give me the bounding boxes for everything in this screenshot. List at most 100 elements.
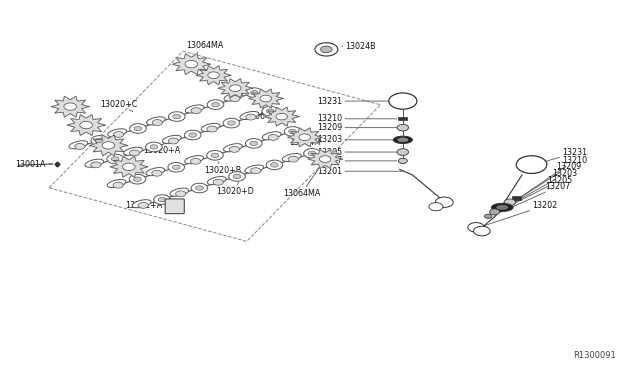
Text: 13064M: 13064M	[289, 137, 321, 147]
Circle shape	[172, 165, 180, 170]
Text: 13210: 13210	[522, 155, 588, 196]
Circle shape	[208, 72, 220, 78]
Circle shape	[207, 126, 217, 132]
Ellipse shape	[124, 147, 143, 155]
Circle shape	[134, 177, 141, 182]
Circle shape	[250, 141, 257, 145]
Ellipse shape	[207, 177, 226, 185]
Circle shape	[308, 151, 316, 155]
Bar	[512, 196, 521, 200]
Circle shape	[173, 114, 180, 119]
Polygon shape	[308, 150, 342, 169]
Text: 13020+A: 13020+A	[143, 141, 180, 155]
Circle shape	[490, 209, 500, 215]
Ellipse shape	[107, 180, 126, 187]
Circle shape	[75, 144, 85, 150]
Ellipse shape	[147, 117, 165, 125]
Polygon shape	[264, 107, 299, 126]
Circle shape	[146, 142, 162, 152]
Polygon shape	[51, 96, 89, 117]
Circle shape	[284, 126, 301, 136]
Text: 13203: 13203	[317, 135, 397, 144]
Text: 13001A: 13001A	[15, 160, 52, 169]
Circle shape	[113, 182, 123, 188]
Circle shape	[211, 153, 219, 157]
Circle shape	[207, 100, 224, 109]
Circle shape	[207, 151, 223, 160]
Ellipse shape	[262, 132, 281, 140]
Polygon shape	[172, 54, 210, 74]
Circle shape	[191, 108, 201, 113]
Circle shape	[130, 124, 147, 133]
Ellipse shape	[185, 105, 204, 113]
Text: 13203: 13203	[508, 169, 578, 206]
Ellipse shape	[240, 112, 259, 119]
Polygon shape	[90, 135, 127, 156]
Circle shape	[246, 139, 262, 148]
Circle shape	[152, 170, 162, 176]
Bar	[398, 117, 407, 120]
Circle shape	[289, 129, 296, 134]
Circle shape	[271, 163, 278, 167]
Circle shape	[168, 112, 185, 121]
Ellipse shape	[282, 154, 301, 161]
Text: 13231: 13231	[317, 97, 397, 106]
Ellipse shape	[185, 155, 204, 164]
Ellipse shape	[223, 144, 243, 152]
Circle shape	[266, 109, 274, 113]
Circle shape	[107, 154, 124, 164]
Circle shape	[246, 88, 262, 97]
Circle shape	[138, 202, 148, 208]
Circle shape	[276, 113, 287, 120]
Circle shape	[212, 102, 220, 107]
Ellipse shape	[69, 141, 88, 149]
Circle shape	[196, 186, 204, 190]
Circle shape	[321, 46, 332, 53]
Circle shape	[64, 103, 77, 110]
Text: 13205: 13205	[500, 176, 573, 211]
Circle shape	[129, 150, 140, 156]
Circle shape	[134, 126, 142, 131]
Circle shape	[250, 90, 258, 95]
Circle shape	[229, 147, 239, 152]
Text: 13064M: 13064M	[245, 101, 276, 121]
Circle shape	[184, 130, 201, 140]
Polygon shape	[287, 128, 322, 147]
Circle shape	[154, 195, 170, 204]
Circle shape	[315, 43, 338, 56]
Text: 13209: 13209	[317, 123, 397, 132]
Circle shape	[223, 118, 240, 128]
Ellipse shape	[394, 136, 412, 144]
Circle shape	[230, 85, 241, 92]
Circle shape	[111, 157, 119, 161]
Polygon shape	[248, 89, 283, 108]
Ellipse shape	[492, 203, 513, 211]
Text: 13064MA: 13064MA	[283, 161, 324, 198]
Circle shape	[319, 156, 331, 162]
FancyBboxPatch shape	[165, 199, 184, 214]
Circle shape	[168, 138, 179, 144]
Text: 13207: 13207	[494, 182, 570, 215]
Circle shape	[113, 132, 124, 137]
Ellipse shape	[224, 93, 243, 101]
Ellipse shape	[163, 135, 181, 143]
Circle shape	[398, 158, 407, 163]
Circle shape	[102, 142, 115, 149]
Circle shape	[260, 95, 271, 102]
Polygon shape	[67, 115, 105, 135]
Circle shape	[189, 133, 196, 137]
Circle shape	[122, 163, 135, 170]
Circle shape	[129, 174, 146, 184]
Text: 13231: 13231	[538, 148, 588, 164]
Polygon shape	[218, 78, 252, 97]
Circle shape	[95, 138, 103, 142]
Text: 13020+D: 13020+D	[216, 182, 254, 196]
Circle shape	[397, 124, 408, 131]
Circle shape	[185, 61, 198, 68]
Circle shape	[175, 191, 186, 197]
Text: 13064MA: 13064MA	[186, 41, 223, 57]
Ellipse shape	[245, 165, 264, 173]
Circle shape	[228, 121, 236, 125]
Text: 13207: 13207	[317, 156, 397, 166]
Circle shape	[429, 203, 443, 211]
